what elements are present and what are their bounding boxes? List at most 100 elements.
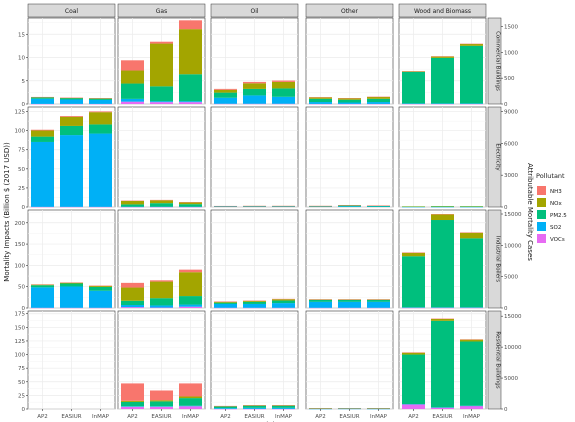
bar-segment <box>402 256 425 308</box>
bar-segment <box>214 406 237 409</box>
legend-label: VOCs <box>550 237 565 243</box>
bar-segment <box>402 71 425 104</box>
bar-segment <box>31 97 54 99</box>
bar-segment <box>179 272 202 297</box>
bar-segment <box>31 136 54 142</box>
bar-segment <box>121 406 144 409</box>
bar-segment <box>431 56 454 58</box>
facet-panel <box>117 209 206 309</box>
bar-segment <box>31 98 54 104</box>
bar-segment <box>179 296 202 305</box>
legend-swatch <box>537 198 546 207</box>
bar-segment <box>179 101 202 103</box>
bar-segment <box>338 301 361 308</box>
bar-segment <box>179 304 202 307</box>
bar-segment <box>31 141 54 207</box>
bar-segment <box>460 406 483 409</box>
bar-segment <box>309 102 332 104</box>
bar-segment <box>60 116 83 117</box>
bar-segment <box>150 401 173 407</box>
bar-segment <box>460 238 483 308</box>
y2-tick-label: 0 <box>504 205 508 211</box>
bar-segment <box>179 29 202 75</box>
y2-tick-label: 3000 <box>504 173 518 179</box>
bar-segment <box>214 302 237 304</box>
bar-segment <box>121 60 144 71</box>
bar-segment <box>89 112 112 125</box>
bar-segment <box>272 300 295 304</box>
bar-segment <box>60 135 83 207</box>
bar-segment <box>179 398 202 406</box>
bar-segment <box>402 352 425 355</box>
legend: Pollutant NH3 NOx PM2.5 SO2 VOCs <box>536 172 567 243</box>
bar-segment <box>272 88 295 97</box>
bar-segment <box>272 96 295 104</box>
legend-swatch <box>537 186 546 195</box>
bar-segment <box>431 407 454 409</box>
facet-panel <box>210 310 299 410</box>
bar-segment <box>338 299 361 302</box>
facet-panel <box>27 310 116 410</box>
bar-segment <box>89 285 112 287</box>
y2-tick-label: 15000 <box>504 212 522 218</box>
bar-segment <box>272 407 295 409</box>
bar-segment <box>121 305 144 308</box>
y-tick-label: 125 <box>15 110 26 116</box>
facet-panel <box>305 209 394 309</box>
legend-swatch <box>537 210 546 219</box>
bar-segment <box>31 130 54 137</box>
bar-segment <box>338 205 361 207</box>
column-strip-label: Oil <box>250 8 258 15</box>
bar-segment <box>179 383 202 397</box>
bar-segment <box>121 400 144 402</box>
bar-segment <box>31 284 54 286</box>
x-tick-label: AP2 <box>127 414 138 420</box>
bar-segment <box>338 206 361 207</box>
bar-segment <box>179 406 202 409</box>
y2-tick-label: 10000 <box>504 243 522 249</box>
bar-segment <box>179 269 202 273</box>
bar-segment <box>179 20 202 30</box>
facet-panel <box>305 17 394 105</box>
bar-segment <box>460 206 483 207</box>
bar-segment <box>272 405 295 408</box>
row-strip <box>487 209 502 309</box>
bar-segment <box>150 102 173 104</box>
x-tick-label: EASIUR <box>61 414 81 420</box>
bar-segment <box>243 407 266 409</box>
facet-panel <box>305 310 394 410</box>
bar-segment <box>150 280 173 282</box>
bar-segment <box>121 307 144 308</box>
bar-segment <box>121 406 144 407</box>
row-strip <box>487 106 502 208</box>
facet-panel <box>398 106 487 208</box>
bar-segment <box>431 214 454 221</box>
bar-segment <box>367 102 390 104</box>
bar-segment <box>367 301 390 308</box>
bar-segment <box>89 98 112 100</box>
bar-segment <box>460 45 483 104</box>
y-tick-label: 50 <box>18 285 25 291</box>
bar-segment <box>60 286 83 308</box>
bar-segment <box>121 401 144 407</box>
column-strip-label: Gas <box>156 8 167 15</box>
bar-segment <box>338 98 361 100</box>
legend-label: PM2.5 <box>550 213 567 219</box>
bar-segment <box>460 341 483 406</box>
bar-segment <box>367 98 390 103</box>
bar-segment <box>31 287 54 308</box>
bar-segment <box>60 98 83 100</box>
bar-segment <box>243 81 266 84</box>
bar-segment <box>243 95 266 104</box>
bar-segment <box>89 99 112 104</box>
bar-segment <box>31 129 54 131</box>
y-tick-label: 25 <box>18 186 25 192</box>
bar-segment <box>309 299 332 302</box>
x-tick-label: InMAP <box>92 414 110 420</box>
bar-segment <box>243 405 266 408</box>
x-tick-label: AP2 <box>408 414 419 420</box>
bar-segment <box>309 301 332 308</box>
bar-segment <box>214 97 237 104</box>
bar-segment <box>121 383 144 401</box>
